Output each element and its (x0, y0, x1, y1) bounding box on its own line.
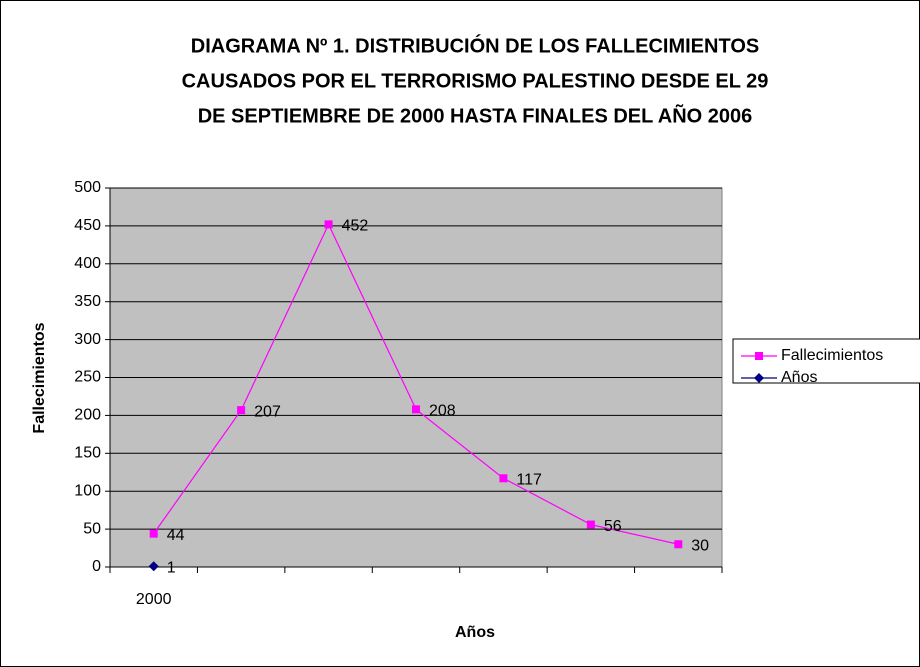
marker (586, 520, 595, 529)
chart-title: DE SEPTIEMBRE DE 2000 HASTA FINALES DEL … (198, 104, 753, 127)
legend-label: Fallecimientos (781, 347, 883, 364)
x-axis-title: Años (455, 624, 495, 641)
marker (755, 352, 763, 360)
marker (149, 529, 158, 538)
chart-title: CAUSADOS POR EL TERRORISMO PALESTINO DES… (182, 70, 769, 92)
y-tick-label: 150 (74, 445, 101, 462)
legend-box (732, 338, 920, 384)
data-label: 452 (342, 218, 369, 235)
y-tick-label: 350 (74, 293, 101, 310)
y-tick-label: 300 (74, 331, 101, 348)
y-tick-label: 0 (92, 558, 101, 575)
y-tick-label: 100 (74, 482, 101, 499)
data-label: 30 (691, 537, 709, 554)
marker (237, 406, 246, 415)
data-label: 208 (429, 403, 456, 420)
marker (754, 373, 764, 383)
marker (148, 561, 159, 572)
chart-title: DIAGRAMA Nº 1. DISTRIBUCIÓN DE LOS FALLE… (191, 33, 759, 57)
marker (499, 474, 508, 483)
marker (324, 220, 333, 229)
data-label: 44 (167, 527, 185, 544)
data-label: 117 (516, 472, 542, 489)
y-tick-label: 50 (83, 520, 101, 537)
y-axis-title: Fallecimientos (31, 322, 48, 433)
y-tick-label: 400 (74, 255, 101, 272)
y-tick-label: 450 (74, 217, 101, 234)
y-tick-label: 250 (74, 369, 101, 386)
x-tick-label: 2000 (136, 591, 172, 608)
y-tick-label: 500 (74, 179, 101, 196)
marker (674, 540, 683, 549)
data-label: 56 (604, 518, 622, 535)
data-label: 207 (254, 403, 281, 420)
y-tick-label: 200 (74, 407, 101, 424)
marker (412, 405, 420, 414)
data-label: 1 (167, 559, 176, 576)
legend-label: Años (781, 369, 817, 386)
